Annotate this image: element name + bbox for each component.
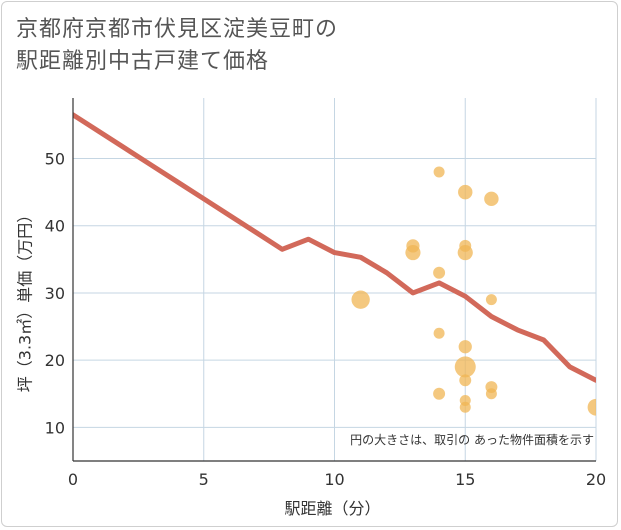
x-tick-label: 15 [455,470,475,489]
chart-title: 京都府京都市伏見区淀美豆町の 駅距離別中古戸建て価格 [16,14,338,78]
data-point [457,245,473,261]
data-point [405,245,421,261]
data-point [459,374,472,387]
x-tick-label: 0 [68,470,78,489]
x-tick-label: 10 [324,470,344,489]
data-point [433,166,445,178]
data-point [433,387,446,400]
size-legend-note: 円の大きさは、取引の あった物件面積を示す [350,432,594,447]
data-point [485,294,497,306]
y-tick-label: 20 [45,351,65,370]
chart-title-line2: 駅距離別中古戸建て価格 [16,49,270,74]
data-point [459,401,471,413]
y-axis-label: 坪（3.3㎡）単価（万円） [16,207,35,392]
data-point [433,266,446,279]
data-point [454,356,476,378]
x-tick-label: 20 [586,470,606,489]
data-point [458,340,472,354]
bubble-series [351,166,596,416]
data-point [433,327,445,339]
y-tick-label: 30 [45,284,65,303]
data-point [484,191,499,207]
x-tick-label: 5 [199,470,209,489]
data-point [485,388,497,400]
y-tick-label: 40 [45,217,65,236]
grid-lines [73,98,597,461]
data-point [458,184,473,200]
data-point [587,398,596,416]
trend-line [73,112,596,383]
data-point [351,290,370,309]
chart-title-line1: 京都府京都市伏見区淀美豆町の [16,17,339,42]
y-tick-label: 50 [45,150,65,169]
y-tick-label: 10 [45,418,65,437]
x-axis-label: 駅距離（分） [284,499,380,518]
